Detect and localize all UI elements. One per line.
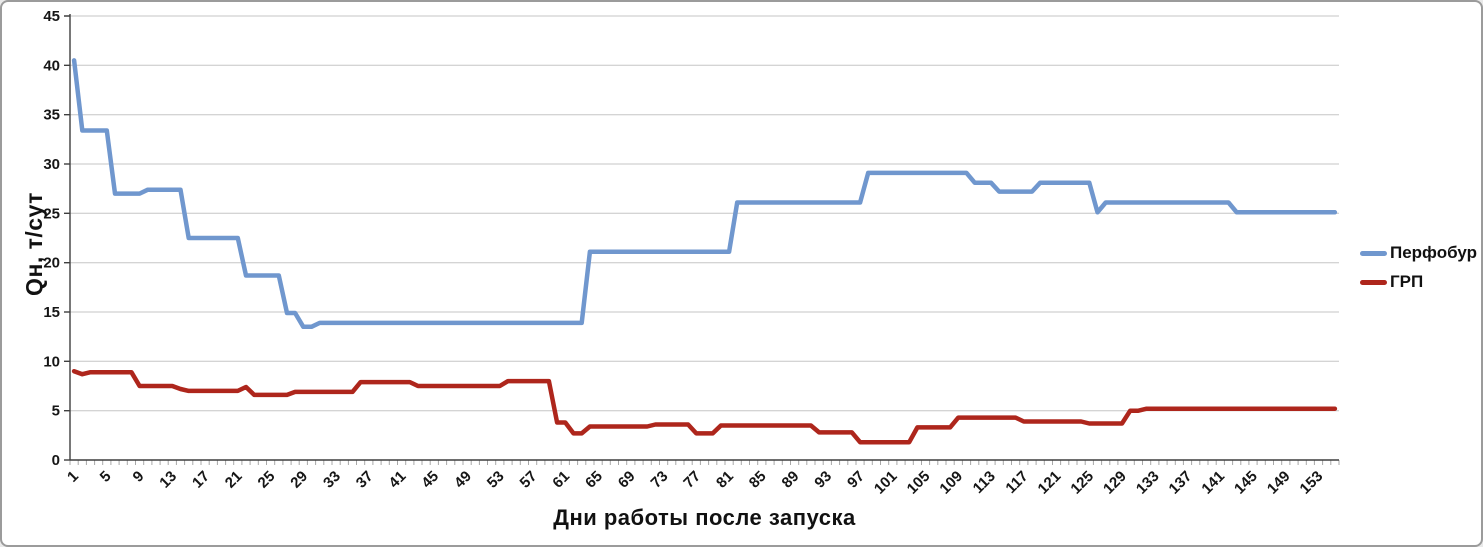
y-tick-label: 25 bbox=[43, 205, 60, 222]
x-tick-label: 53 bbox=[484, 468, 508, 492]
x-tick-label: 5 bbox=[97, 468, 115, 486]
x-axis-title: Дни работы после запуска bbox=[553, 505, 856, 530]
x-tick-label: 97 bbox=[844, 468, 868, 492]
x-tick-label: 117 bbox=[1002, 468, 1031, 497]
y-tick-label: 45 bbox=[43, 8, 60, 25]
legend: Перфобур ГРП bbox=[1360, 243, 1477, 292]
y-axis-title: Qн, т/сут bbox=[21, 192, 47, 296]
x-tick-label: 13 bbox=[156, 468, 180, 492]
x-tick-label: 61 bbox=[549, 468, 573, 492]
x-tick-label: 77 bbox=[680, 468, 704, 492]
y-tick-label: 20 bbox=[43, 255, 60, 272]
y-tick-label: 15 bbox=[43, 304, 60, 321]
legend-label-grp: ГРП bbox=[1390, 272, 1424, 291]
y-tick-label: 40 bbox=[43, 57, 60, 74]
x-tick-label: 101 bbox=[871, 468, 901, 498]
x-tick-label: 133 bbox=[1133, 468, 1163, 498]
x-tick-label: 129 bbox=[1100, 468, 1130, 498]
y-tick-label: 5 bbox=[52, 403, 60, 420]
x-tick-label: 45 bbox=[418, 468, 442, 492]
x-tick-label: 113 bbox=[970, 468, 999, 497]
x-tick-label: 85 bbox=[746, 468, 770, 492]
x-tick-label: 149 bbox=[1264, 468, 1294, 498]
y-tick-label: 0 bbox=[52, 452, 60, 469]
x-tick-label: 81 bbox=[713, 468, 737, 492]
legend-item-perfobur: Перфобур bbox=[1360, 243, 1477, 263]
x-tick-label: 21 bbox=[222, 468, 246, 492]
x-tick-label: 73 bbox=[648, 468, 672, 492]
x-tick-label: 33 bbox=[320, 468, 344, 492]
x-tick-label: 153 bbox=[1297, 468, 1327, 498]
legend-marker-perfobur-icon bbox=[1360, 250, 1387, 256]
x-tick-label: 49 bbox=[451, 468, 475, 492]
y-tick-label: 10 bbox=[43, 353, 60, 370]
legend-item-grp: ГРП bbox=[1360, 272, 1477, 292]
x-tick-label: 57 bbox=[517, 468, 541, 492]
x-tick-label: 1 bbox=[64, 468, 82, 486]
x-tick-label: 105 bbox=[904, 468, 934, 498]
x-tick-label: 93 bbox=[811, 468, 835, 492]
x-tick-label: 37 bbox=[353, 468, 377, 492]
legend-label-perfobur: Перфобур bbox=[1390, 243, 1477, 262]
x-tick-label: 9 bbox=[130, 468, 148, 486]
x-tick-label: 69 bbox=[615, 468, 639, 492]
x-tick-label: 137 bbox=[1166, 468, 1196, 498]
x-tick-label: 125 bbox=[1067, 468, 1097, 498]
x-tick-label: 17 bbox=[189, 468, 213, 492]
x-tick-label: 109 bbox=[936, 468, 966, 498]
series-line-grp bbox=[71, 368, 1338, 445]
x-tick-label: 65 bbox=[582, 468, 606, 492]
x-tick-label: 89 bbox=[779, 468, 803, 492]
series-line-perfobur bbox=[71, 58, 1338, 330]
x-tick-label: 25 bbox=[255, 468, 279, 492]
x-tick-label: 41 bbox=[386, 468, 410, 492]
y-tick-label: 35 bbox=[43, 107, 60, 124]
x-tick-label: 141 bbox=[1198, 468, 1228, 498]
x-tick-label: 29 bbox=[287, 468, 311, 492]
x-tick-label: 145 bbox=[1231, 468, 1261, 498]
legend-marker-grp-icon bbox=[1360, 279, 1387, 285]
x-tick-label: 121 bbox=[1035, 468, 1065, 498]
y-tick-label: 30 bbox=[43, 156, 60, 173]
